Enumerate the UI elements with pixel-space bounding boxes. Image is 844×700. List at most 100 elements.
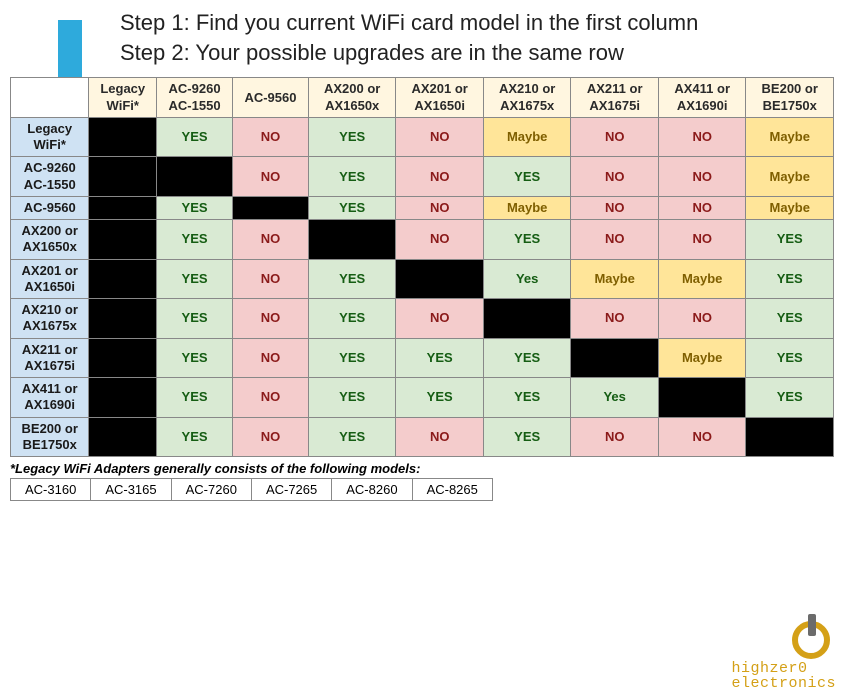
column-header: AX210 orAX1675x: [483, 78, 571, 118]
compat-cell: Maybe: [658, 259, 746, 299]
legacy-model-cell: AC-3165: [91, 479, 171, 501]
compat-cell: YES: [157, 196, 233, 219]
compat-cell: NO: [233, 417, 309, 457]
row-header: AX201 orAX1650i: [11, 259, 89, 299]
compat-cell: [746, 417, 834, 457]
compat-cell: YES: [396, 378, 484, 418]
compat-cell: NO: [571, 417, 659, 457]
column-header: LegacyWiFi*: [89, 78, 157, 118]
column-header: AX200 orAX1650x: [308, 78, 396, 118]
compat-cell: Yes: [571, 378, 659, 418]
compat-cell: Maybe: [746, 157, 834, 197]
compat-cell: NO: [658, 196, 746, 219]
compat-cell: NO: [233, 338, 309, 378]
compat-cell: YES: [308, 299, 396, 339]
table-row: AX201 orAX1650iYESNOYESYesMaybeMaybeYES: [11, 259, 834, 299]
compat-cell: NO: [658, 220, 746, 260]
compat-cell: YES: [483, 378, 571, 418]
compat-cell: [157, 157, 233, 197]
row-header: AX211 orAX1675i: [11, 338, 89, 378]
compat-cell: [396, 259, 484, 299]
compat-cell: NO: [396, 220, 484, 260]
compat-cell: NO: [658, 417, 746, 457]
compat-cell: YES: [157, 417, 233, 457]
compat-cell: YES: [308, 196, 396, 219]
compat-cell: NO: [396, 299, 484, 339]
brand-line-2: electronics: [731, 676, 836, 692]
row-header: BE200 orBE1750x: [11, 417, 89, 457]
compat-cell: YES: [483, 338, 571, 378]
row-header: LegacyWiFi*: [11, 117, 89, 157]
compat-cell: YES: [157, 259, 233, 299]
compat-cell: YES: [308, 157, 396, 197]
compat-cell: NO: [396, 117, 484, 157]
column-header: AC-9260AC-1550: [157, 78, 233, 118]
legacy-footnote: *Legacy WiFi Adapters generally consists…: [0, 457, 844, 478]
compat-cell: Maybe: [571, 259, 659, 299]
row-header: AX411 orAX1690i: [11, 378, 89, 418]
compat-cell: NO: [571, 196, 659, 219]
compat-cell: YES: [157, 299, 233, 339]
compat-cell: YES: [396, 338, 484, 378]
compat-cell: YES: [483, 220, 571, 260]
compat-cell: NO: [396, 417, 484, 457]
compat-cell: YES: [746, 378, 834, 418]
compat-cell: NO: [658, 299, 746, 339]
compat-cell: YES: [308, 117, 396, 157]
column-header: AC-9560: [233, 78, 309, 118]
row-header: AX200 orAX1650x: [11, 220, 89, 260]
compat-cell: NO: [396, 157, 484, 197]
compat-cell: YES: [746, 259, 834, 299]
instruction-step-2: Step 2: Your possible upgrades are in th…: [120, 38, 824, 68]
table-row: AC-9560YESYESNOMaybeNONOMaybe: [11, 196, 834, 219]
table-row: AX200 orAX1650xYESNONOYESNONOYES: [11, 220, 834, 260]
table-row: BE200 orBE1750xYESNOYESNOYESNONO: [11, 417, 834, 457]
legacy-model-cell: AC-8265: [412, 479, 492, 501]
table-corner-cell: [11, 78, 89, 118]
compat-cell: YES: [157, 117, 233, 157]
compat-cell: YES: [746, 338, 834, 378]
compat-cell: Maybe: [483, 196, 571, 219]
legacy-model-cell: AC-7265: [251, 479, 331, 501]
row-header: AC-9260AC-1550: [11, 157, 89, 197]
legacy-models-row: AC-3160AC-3165AC-7260AC-7265AC-8260AC-82…: [11, 479, 493, 501]
table-row: LegacyWiFi*YESNOYESNOMaybeNONOMaybe: [11, 117, 834, 157]
compat-cell: [233, 196, 309, 219]
legacy-model-cell: AC-3160: [11, 479, 91, 501]
compat-cell: YES: [308, 417, 396, 457]
compat-cell: [89, 196, 157, 219]
compat-cell: YES: [746, 299, 834, 339]
table-row: AX411 orAX1690iYESNOYESYESYESYesYES: [11, 378, 834, 418]
table-row: AX211 orAX1675iYESNOYESYESYESMaybeYES: [11, 338, 834, 378]
column-header: AX211 orAX1675i: [571, 78, 659, 118]
compat-cell: NO: [233, 117, 309, 157]
compat-cell: NO: [571, 117, 659, 157]
compat-cell: NO: [571, 157, 659, 197]
compat-cell: NO: [658, 117, 746, 157]
table-row: AC-9260AC-1550NOYESNOYESNONOMaybe: [11, 157, 834, 197]
column-header: AX201 orAX1650i: [396, 78, 484, 118]
compat-cell: NO: [658, 157, 746, 197]
compat-cell: YES: [157, 338, 233, 378]
compat-cell: [308, 220, 396, 260]
compat-cell: [89, 378, 157, 418]
brand-line-1: highzer0: [731, 661, 836, 677]
legacy-model-cell: AC-8260: [332, 479, 412, 501]
column-header: AX411 orAX1690i: [658, 78, 746, 118]
compat-cell: [89, 299, 157, 339]
compat-cell: NO: [571, 299, 659, 339]
compat-cell: [658, 378, 746, 418]
compat-cell: YES: [746, 220, 834, 260]
compat-cell: Maybe: [746, 117, 834, 157]
compat-cell: [483, 299, 571, 339]
compat-cell: NO: [233, 157, 309, 197]
brand-badge: highzer0 electronics: [731, 610, 836, 693]
compat-cell: [89, 338, 157, 378]
compat-cell: YES: [157, 220, 233, 260]
compat-cell: Maybe: [483, 117, 571, 157]
compat-cell: NO: [396, 196, 484, 219]
instructions-text: Step 1: Find you current WiFi card model…: [120, 8, 824, 67]
brand-text: highzer0 electronics: [731, 661, 836, 693]
compat-cell: YES: [483, 417, 571, 457]
compat-cell: YES: [483, 157, 571, 197]
